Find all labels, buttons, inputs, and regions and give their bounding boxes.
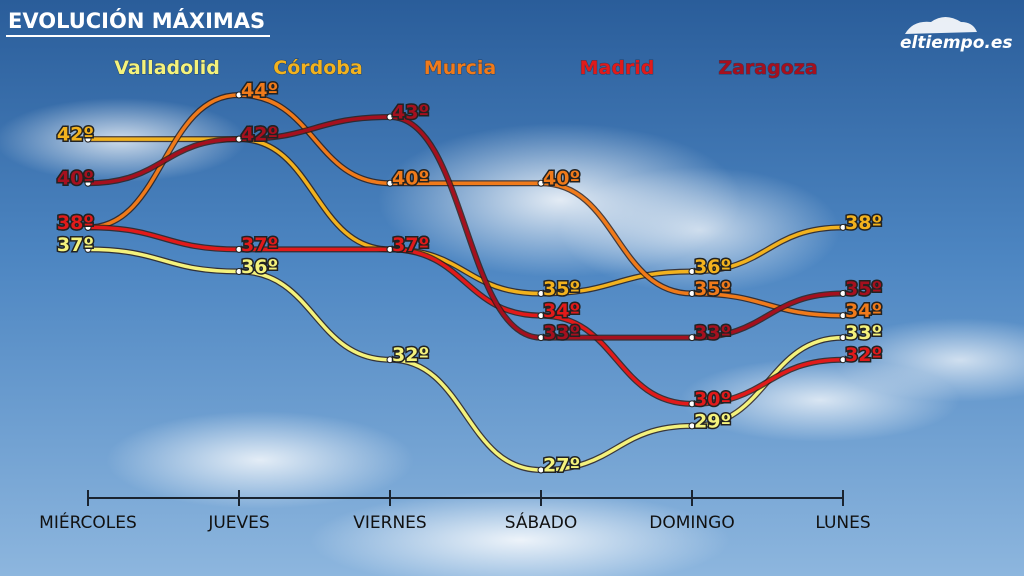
line (87, 93, 844, 318)
point (688, 334, 696, 342)
point (839, 356, 847, 364)
point (235, 135, 243, 143)
point (537, 466, 545, 474)
value-label: 40º (543, 168, 580, 190)
value-label: 37º (392, 234, 429, 256)
point (386, 179, 394, 187)
value-label: 37º (392, 234, 429, 256)
value-label: 42º (241, 124, 278, 146)
x-tick-label: DOMINGO (649, 513, 734, 533)
value-label: 43º (392, 102, 429, 124)
point (386, 356, 394, 364)
value-label: 33º (543, 322, 580, 344)
chart-title: EVOLUCIÓN MÁXIMAS (8, 8, 265, 33)
x-tick-label: JUEVES (207, 513, 269, 533)
value-label: 35º (543, 278, 580, 300)
legend-entry: Murcia (424, 57, 496, 79)
x-tick-label: VIERNES (353, 513, 426, 533)
value-label: 32º (845, 344, 882, 366)
point (235, 245, 243, 253)
point (839, 334, 847, 342)
value-label: 30º (694, 388, 731, 410)
value-label: 34º (543, 300, 580, 322)
point (839, 312, 847, 320)
x-tick-label: MIÉRCOLES (39, 511, 137, 533)
x-tick-label: LUNES (815, 513, 870, 533)
point (84, 179, 92, 187)
value-label: 38º (845, 212, 882, 234)
point (688, 267, 696, 275)
line (87, 247, 844, 472)
value-label: 34º (845, 300, 882, 322)
legend-entry: Valladolid (114, 57, 220, 79)
point (386, 113, 394, 121)
value-label: 33º (845, 322, 882, 344)
point (386, 245, 394, 253)
point (537, 290, 545, 298)
legend-entry: Madrid (580, 57, 655, 79)
point (688, 400, 696, 408)
value-label: 27º (543, 455, 580, 477)
value-label: 32º (392, 344, 429, 366)
value-label: 33º (694, 322, 731, 344)
point (235, 267, 243, 275)
line (87, 225, 844, 406)
line (87, 115, 844, 340)
x-tick-label: SÁBADO (505, 511, 578, 533)
value-label: 35º (694, 278, 731, 300)
point (84, 245, 92, 253)
point (84, 223, 92, 231)
value-label: 35º (845, 278, 882, 300)
point (839, 223, 847, 231)
value-label: 37º (241, 234, 278, 256)
point (537, 334, 545, 342)
point (537, 179, 545, 187)
value-label: 40º (392, 168, 429, 190)
legend-entry: Zaragoza (718, 57, 817, 79)
value-label: 29º (694, 410, 731, 432)
value-label: 40º (57, 168, 94, 190)
logo-cloud (905, 17, 977, 34)
legend-entry: Córdoba (273, 57, 362, 79)
value-label: 42º (241, 124, 278, 146)
point (84, 135, 92, 143)
point (688, 290, 696, 298)
point (537, 312, 545, 320)
value-label: 37º (57, 234, 94, 256)
value-label: 36º (694, 256, 731, 278)
value-label: 44º (241, 80, 278, 102)
line-outline (87, 224, 844, 407)
value-label: 42º (57, 124, 94, 146)
point (839, 290, 847, 298)
point (688, 422, 696, 430)
logo: eltiempo.es (900, 33, 1013, 53)
point (235, 91, 243, 99)
value-label: 36º (241, 256, 278, 278)
value-label: 38º (57, 212, 94, 234)
